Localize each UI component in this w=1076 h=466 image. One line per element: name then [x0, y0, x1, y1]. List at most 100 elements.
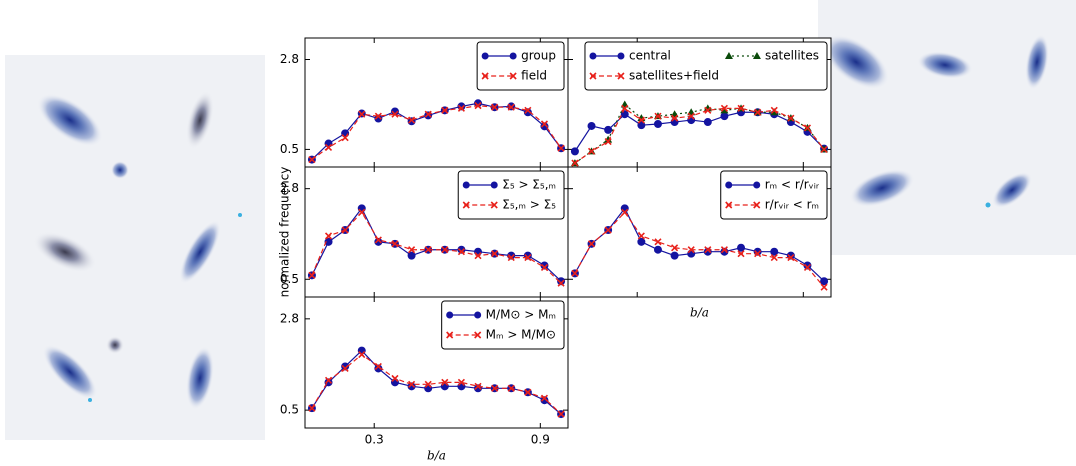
point [441, 246, 449, 254]
legend: central satellites satellites+field [584, 41, 828, 91]
legend-label: Σ₅ > Σ₅,ₘ [502, 178, 556, 192]
point [507, 103, 515, 111]
legend-label: central [629, 49, 671, 63]
point [803, 124, 812, 132]
point [703, 104, 712, 112]
point [770, 254, 778, 262]
point [720, 104, 728, 112]
point [457, 248, 465, 256]
point [557, 410, 565, 418]
point [557, 279, 565, 287]
point [604, 138, 612, 146]
point [308, 156, 316, 164]
series-line [574, 107, 825, 164]
point [703, 118, 712, 127]
point [737, 243, 746, 252]
legend: Σ₅ > Σ₅,ₘ Σ₅,ₘ > Σ₅ [457, 170, 565, 220]
point [424, 246, 432, 254]
point [540, 263, 549, 272]
point [637, 237, 646, 246]
point [587, 147, 596, 155]
point [571, 159, 579, 167]
point [341, 362, 350, 371]
point [524, 106, 532, 114]
legend-key [725, 201, 761, 209]
point [820, 283, 828, 291]
legend: rₘ < r/rᵥᵢᵣ r/rᵥᵢᵣ < rₘ [720, 170, 828, 220]
point [737, 104, 745, 112]
point [671, 244, 679, 252]
point [540, 120, 549, 128]
point [787, 254, 795, 262]
point [654, 112, 662, 120]
point [687, 112, 695, 120]
legend-marker [617, 52, 625, 60]
point [474, 382, 482, 390]
point [324, 237, 333, 246]
point [524, 254, 532, 262]
legend-key [462, 181, 498, 189]
point [507, 384, 515, 392]
point [457, 245, 466, 254]
point [637, 121, 646, 130]
point [770, 247, 779, 256]
legend-marker [474, 311, 482, 319]
point [653, 245, 662, 254]
legend-marker [509, 52, 517, 60]
legend-marker [481, 72, 489, 80]
point [408, 116, 416, 124]
point [441, 378, 449, 386]
legend-marker [462, 201, 470, 209]
point [474, 99, 483, 108]
legend-label: Σ₅,ₘ > Σ₅ [502, 198, 556, 212]
legend-label: rₘ < r/rᵥᵢᵣ [765, 178, 820, 192]
point [820, 145, 828, 153]
point [391, 110, 399, 118]
legend-label: Mₘ > M/M⊙ [486, 328, 556, 342]
legend-key [462, 201, 498, 209]
legend: M/M⊙ > Mₘ Mₘ > M/M⊙ [441, 300, 565, 350]
legend-key [446, 311, 482, 319]
point [720, 106, 729, 114]
point [308, 404, 316, 412]
legend-box [476, 41, 565, 91]
right-galaxy-image [818, 0, 1076, 255]
y-tick-label: 0.5 [280, 142, 299, 156]
panel: central satellites satellites+field [567, 37, 832, 168]
point [358, 110, 366, 118]
legend-marker [753, 201, 761, 209]
point [324, 143, 333, 152]
y-axis-label: normalized frequency [278, 167, 292, 298]
panel: 0.5 2.8 0.3 0.9 b/a M/M⊙ > Mₘ Mₘ > M/M⊙ [280, 296, 569, 463]
legend-box [457, 170, 565, 220]
point [374, 237, 383, 246]
point [687, 246, 695, 254]
point [391, 240, 399, 248]
point [820, 277, 829, 286]
point [704, 106, 712, 114]
point [407, 382, 416, 391]
legend-marker [752, 52, 761, 59]
series-line [574, 207, 825, 282]
point [374, 362, 382, 371]
point [408, 246, 416, 254]
point [374, 114, 383, 123]
point [424, 110, 432, 118]
point [720, 112, 729, 121]
point [787, 114, 795, 122]
legend-box [720, 170, 828, 220]
legend-label: satellites [765, 49, 819, 63]
point [308, 271, 316, 279]
legend-marker [589, 72, 597, 80]
y-tick-label: 2.8 [280, 52, 299, 66]
legend: group field [476, 41, 565, 91]
point [324, 232, 333, 240]
x-tick-label: 0.9 [531, 433, 550, 447]
point [704, 246, 712, 254]
point [803, 263, 812, 272]
point [457, 378, 465, 386]
series-line [574, 103, 825, 164]
legend-marker [589, 52, 597, 60]
legend-key [589, 52, 625, 60]
